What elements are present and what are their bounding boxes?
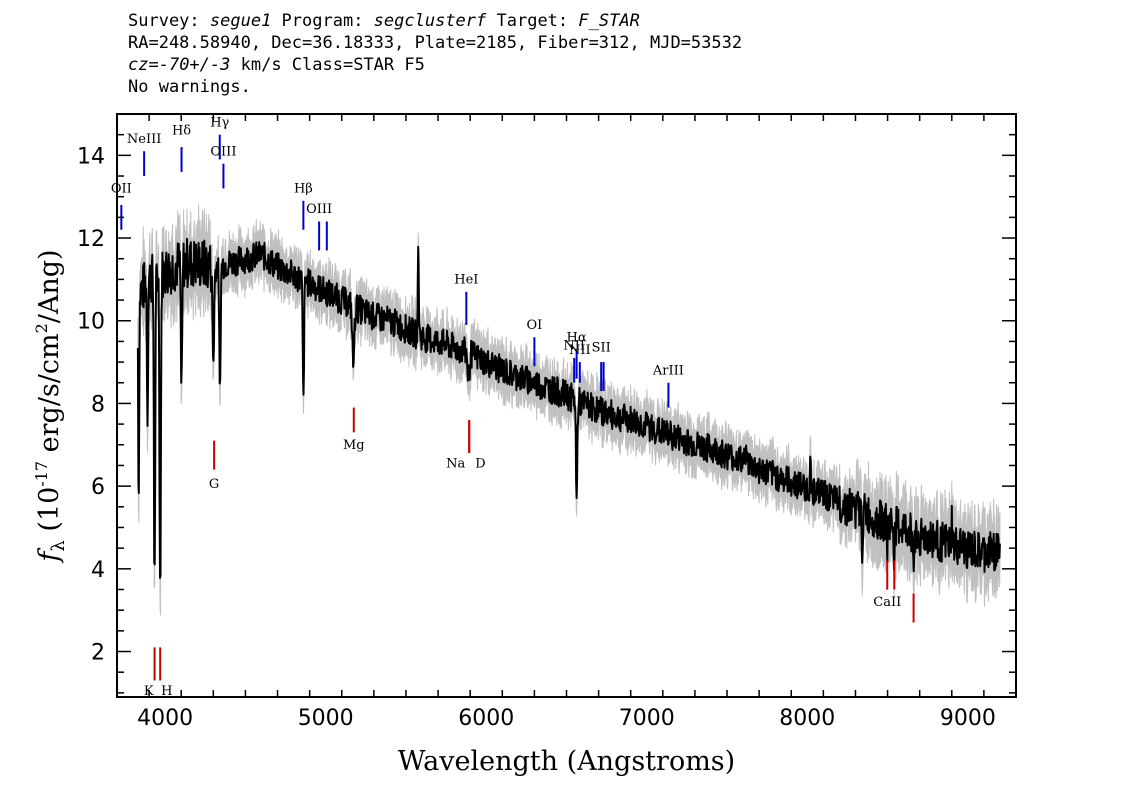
emission-line-label: ArIII — [652, 363, 684, 378]
x-tick-label: 7000 — [619, 706, 675, 731]
x-tick-label: 9000 — [940, 706, 996, 731]
emission-line-label: OIII — [210, 144, 236, 159]
header-line-redshift: cz=-70+/-3 km/s Class=STAR F5 — [128, 54, 742, 76]
cz-label: cz= — [128, 55, 159, 75]
error-band — [137, 204, 1001, 616]
y-tick-label: 12 — [77, 227, 105, 252]
emission-line-label: HeI — [454, 273, 478, 288]
cz-suffix: km/s Class=STAR F5 — [230, 55, 425, 75]
flux-line — [136, 237, 1001, 579]
y-tick-label: 6 — [91, 475, 105, 500]
y-tick-label: 2 — [91, 641, 105, 666]
x-axis-label: Wavelength (Angstroms) — [398, 746, 735, 777]
program-label: Program: — [271, 11, 374, 31]
flux-series — [136, 237, 1001, 579]
absorption-line-label: Na — [446, 457, 465, 472]
survey-value: segue1 — [209, 11, 272, 31]
y-tick-label: 8 — [91, 392, 105, 417]
absorption-line-label: D — [475, 457, 485, 472]
header-line-survey: Survey: segue1 Program: segclusterf Targ… — [128, 10, 742, 32]
x-tick-label: 6000 — [458, 706, 514, 731]
x-tick-label: 8000 — [779, 706, 835, 731]
emission-line-label: Hβ — [294, 182, 313, 197]
spectrum-header: Survey: segue1 Program: segclusterf Targ… — [128, 10, 742, 98]
emission-line-label: OII — [111, 182, 132, 197]
x-tick-label: 4000 — [137, 706, 193, 731]
y-axis-label-text: fλ (10-17 erg/s/cm2/Ang) — [32, 249, 69, 563]
y-tick-label: 4 — [91, 558, 105, 583]
absorption-line-label: CaII — [873, 595, 901, 610]
absorption-line-label: G — [209, 477, 219, 492]
emission-line-label: OI — [526, 318, 542, 333]
y-axis-label: fλ (10-17 erg/s/cm2/Ang) — [32, 249, 69, 563]
emission-line-label: Hγ — [210, 115, 229, 130]
program-value: segclusterf — [373, 11, 487, 31]
emission-line-label: NII — [563, 339, 585, 354]
emission-line-label: OIII — [306, 202, 332, 217]
survey-label: Survey: — [128, 11, 210, 31]
axis-ticks: 4000 5000 6000 7000 8000 9000 2 4 6 8 10 12 14 — [77, 113, 1017, 731]
cz-value: -70+/-3 — [158, 55, 231, 75]
emission-line-label: SII — [592, 341, 611, 356]
absorption-line-label: Mg — [343, 438, 365, 453]
target-label: Target: — [486, 11, 579, 31]
target-value: F_STAR — [578, 11, 640, 31]
emission-line-label: Hδ — [172, 124, 191, 139]
y-tick-label: 10 — [77, 310, 105, 335]
header-line-warnings: No warnings. — [128, 77, 251, 97]
emission-line-label: Hα — [567, 330, 587, 345]
absorption-line-label: H — [161, 684, 172, 699]
error-band-area — [137, 204, 1001, 616]
emission-line-label: NeIII — [127, 132, 161, 147]
x-tick-label: 5000 — [298, 706, 354, 731]
header-line-coords: RA=248.58940, Dec=36.18333, Plate=2185, … — [128, 33, 743, 53]
y-tick-label: 14 — [77, 144, 105, 169]
emission-line-label: NII — [569, 343, 591, 358]
